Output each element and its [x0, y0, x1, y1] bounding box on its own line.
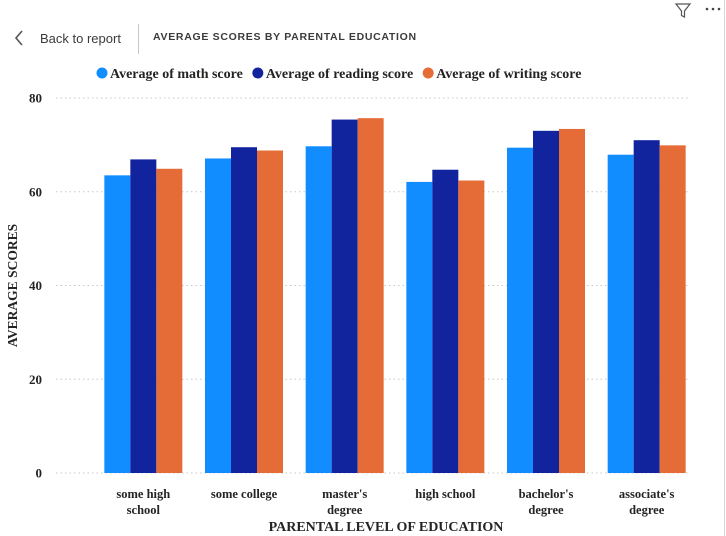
legend-label[interactable]: Average of writing score: [436, 67, 581, 82]
chevron-left-icon: [12, 28, 28, 48]
report-header: Back to report AVERAGE SCORES BY PARENTA…: [0, 0, 726, 56]
x-tick-label: high school: [415, 487, 476, 501]
x-tick-label: master's: [322, 487, 367, 501]
bar[interactable]: [305, 146, 332, 473]
visual-title: AVERAGE SCORES BY PARENTAL EDUCATION: [153, 31, 417, 43]
bar[interactable]: [231, 147, 257, 473]
legend-marker: [252, 67, 264, 79]
bar[interactable]: [458, 180, 485, 474]
y-tick-label: 40: [29, 278, 42, 293]
bar[interactable]: [406, 181, 433, 473]
legend-label[interactable]: Average of math score: [110, 67, 243, 82]
bar-chart: 0 20 40 60 80 AVERAGE SCORES some high school so…: [5, 67, 690, 535]
bar[interactable]: [205, 158, 231, 473]
back-to-report-button[interactable]: Back to report: [12, 26, 121, 50]
y-tick-label: 60: [29, 184, 42, 199]
bar[interactable]: [659, 145, 686, 473]
x-tick-label: associate's: [619, 487, 675, 501]
x-tick-label: degree: [528, 503, 564, 517]
bar[interactable]: [104, 175, 131, 473]
x-tick-label: bachelor's: [519, 487, 574, 501]
filter-icon[interactable]: [673, 2, 693, 20]
back-label: Back to report: [40, 30, 121, 46]
bar[interactable]: [559, 128, 585, 473]
bar[interactable]: [357, 118, 384, 473]
x-tick-label: degree: [629, 503, 665, 517]
bar[interactable]: [432, 169, 459, 473]
bar[interactable]: [507, 147, 533, 473]
x-axis-title: PARENTAL LEVEL OF EDUCATION: [269, 520, 504, 535]
bar[interactable]: [130, 159, 157, 473]
legend-marker: [422, 67, 434, 79]
x-tick-label: some high: [116, 487, 170, 501]
x-tick-label: some college: [211, 487, 278, 501]
y-tick-label: 20: [29, 372, 42, 387]
legend-label[interactable]: Average of reading score: [266, 67, 413, 82]
bar[interactable]: [533, 130, 559, 473]
y-tick-label: 80: [29, 91, 42, 106]
x-tick-label: school: [127, 503, 161, 517]
x-tick-label: degree: [327, 503, 363, 517]
legend-marker: [96, 67, 108, 79]
more-options-icon[interactable]: [702, 0, 724, 18]
y-axis-title: AVERAGE SCORES: [5, 224, 20, 347]
panel-edge: [724, 0, 725, 536]
bar[interactable]: [257, 150, 283, 474]
bar[interactable]: [633, 140, 660, 473]
header-divider: [138, 24, 139, 54]
y-tick-label: 0: [36, 466, 43, 481]
bar[interactable]: [607, 154, 634, 473]
bar[interactable]: [156, 168, 183, 473]
bar[interactable]: [331, 119, 358, 473]
